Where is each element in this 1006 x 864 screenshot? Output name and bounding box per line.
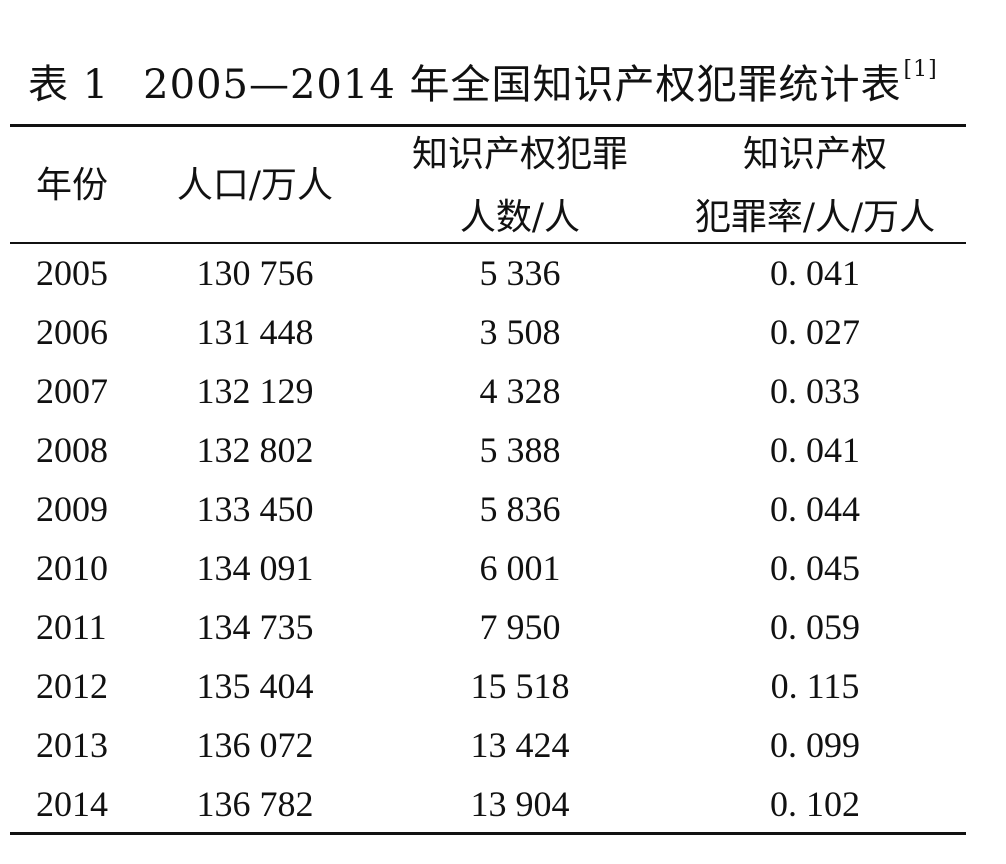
cell-rate: 0. 099 [770, 725, 860, 765]
table-caption: 表 1 2005—2014 年全国知识产权犯罪统计表[1] [28, 40, 938, 115]
cell-crimes: 5 388 [479, 430, 561, 470]
cell-rate: 0. 059 [770, 607, 860, 647]
cell-year: 2013 [36, 725, 108, 765]
cell-population: 132 129 [196, 371, 314, 411]
header-rate-line2: 犯罪率/人/万人 [694, 197, 936, 238]
cell-crimes: 5 336 [479, 253, 561, 293]
cell-year: 2008 [36, 430, 108, 470]
cell-rate: 0. 033 [770, 371, 860, 411]
cell-rate: 0. 027 [770, 312, 860, 352]
cell-population: 130 756 [196, 253, 314, 293]
cell-year: 2007 [36, 371, 108, 411]
cell-rate: 0. 102 [770, 784, 860, 824]
cell-population: 134 091 [196, 548, 314, 588]
cell-year: 2009 [36, 489, 108, 529]
citation-ref: [1] [903, 57, 938, 82]
cell-population: 136 782 [196, 784, 314, 824]
header-year: 年份 [36, 165, 109, 206]
cell-population: 134 735 [196, 607, 314, 647]
cell-crimes: 13 904 [470, 784, 570, 824]
table-label: 表 1 [28, 62, 110, 108]
header-crimes-line2: 人数/人 [459, 197, 581, 238]
bottom-rule [10, 832, 966, 835]
cell-rate: 0. 041 [770, 253, 860, 293]
cell-year: 2006 [36, 312, 108, 352]
cell-rate: 0. 045 [770, 548, 860, 588]
cell-rate: 0. 115 [770, 666, 860, 706]
cell-rate: 0. 044 [770, 489, 860, 529]
cell-year: 2011 [36, 607, 107, 647]
cell-crimes: 15 518 [470, 666, 570, 706]
header-rule [10, 242, 966, 244]
cell-rate: 0. 041 [770, 430, 860, 470]
cell-crimes: 6 001 [479, 548, 561, 588]
cell-population: 136 072 [196, 725, 314, 765]
header-population: 人口/万人 [176, 165, 334, 206]
header-crimes-line1: 知识产权犯罪 [411, 134, 628, 175]
top-rule [10, 124, 966, 127]
header-rate-line1: 知识产权 [742, 134, 887, 175]
cell-population: 131 448 [196, 312, 314, 352]
cell-year: 2014 [36, 784, 108, 824]
cell-population: 135 404 [196, 666, 314, 706]
cell-population: 132 802 [196, 430, 314, 470]
cell-crimes: 7 950 [479, 607, 561, 647]
cell-year: 2010 [36, 548, 108, 588]
cell-population: 133 450 [196, 489, 314, 529]
cell-crimes: 5 836 [479, 489, 561, 529]
cell-crimes: 4 328 [479, 371, 561, 411]
cell-year: 2012 [36, 666, 108, 706]
cell-crimes: 13 424 [470, 725, 570, 765]
cell-year: 2005 [36, 253, 108, 293]
cell-crimes: 3 508 [479, 312, 561, 352]
table-title: 2005—2014 年全国知识产权犯罪统计表 [143, 62, 902, 108]
